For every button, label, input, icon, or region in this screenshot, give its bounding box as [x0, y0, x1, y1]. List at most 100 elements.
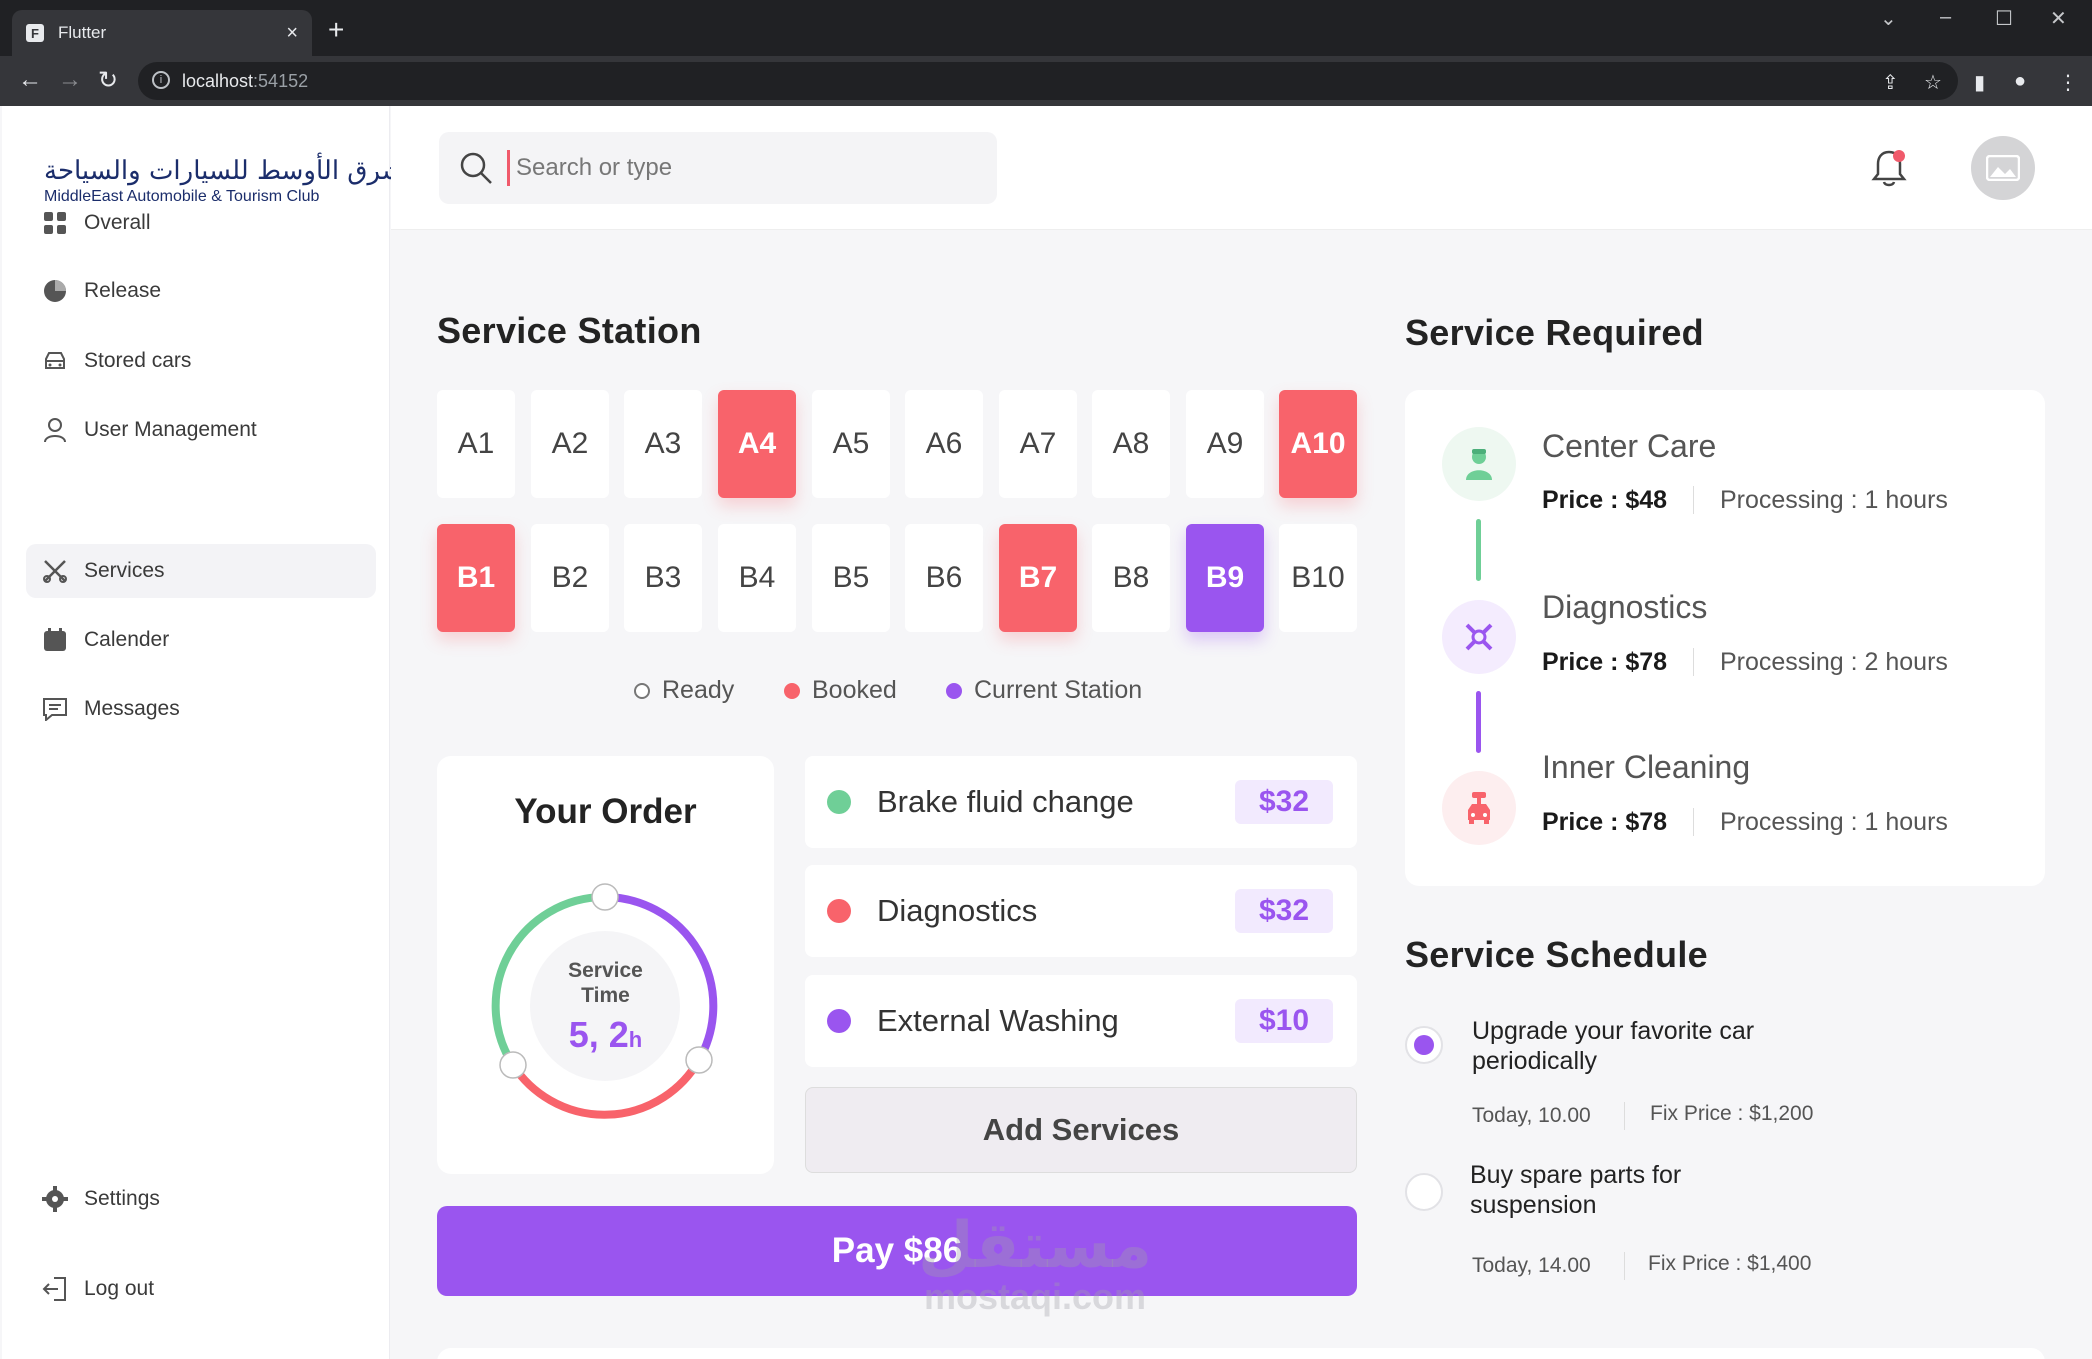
required-item-price: Price : $48: [1542, 486, 1668, 514]
service-time-number: 5, 2: [568, 1014, 629, 1055]
station-a3[interactable]: A3: [624, 390, 702, 498]
search-input[interactable]: [516, 154, 936, 182]
sidebar-item-services[interactable]: Services: [26, 544, 376, 598]
address-bar[interactable]: i localhost:54152: [138, 62, 1958, 100]
order-service-item[interactable]: Brake fluid change $32: [805, 756, 1357, 848]
close-window-icon[interactable]: ✕: [2050, 8, 2067, 30]
bookmark-star-icon[interactable]: ☆: [1924, 72, 1942, 94]
schedule-item-price: Fix Price : $1,400: [1648, 1252, 1812, 1275]
station-b1[interactable]: B1: [437, 524, 515, 632]
station-a9[interactable]: A9: [1186, 390, 1264, 498]
new-tab-icon[interactable]: +: [328, 14, 345, 45]
station-a1[interactable]: A1: [437, 390, 515, 498]
station-a7[interactable]: A7: [999, 390, 1077, 498]
browser-tabstrip: F Flutter × + ⌄ – ☐ ✕: [0, 0, 2092, 56]
order-service-name: External Washing: [877, 1003, 1119, 1038]
search-icon: [460, 152, 492, 184]
station-a10[interactable]: A10: [1279, 390, 1357, 498]
divider: [1693, 648, 1694, 676]
legend-label: Ready: [662, 676, 735, 704]
legend-ready: Ready: [634, 676, 734, 705]
maximize-icon[interactable]: ☐: [1995, 8, 2013, 30]
service-time-ring: [491, 883, 718, 1119]
service-schedule-title: Service Schedule: [1405, 934, 1708, 975]
tab-title: Flutter: [58, 23, 107, 42]
flutter-icon: F: [26, 24, 44, 42]
order-service-name: Brake fluid change: [877, 784, 1134, 819]
station-b5[interactable]: B5: [812, 524, 890, 632]
browser-toolbar: ← → ↻ i localhost:54152 ⇪ ☆ ▮ ● ⋮: [0, 56, 2092, 106]
order-service-item[interactable]: Diagnostics $32: [805, 865, 1357, 957]
timeline-connector: [1476, 519, 1481, 581]
logo-english: MiddleEast Automobile & Tourism Club: [44, 188, 320, 205]
sidebar-item-label: Settings: [84, 1187, 160, 1210]
forward-icon[interactable]: →: [58, 66, 82, 93]
sidebar-item-label: Log out: [84, 1277, 155, 1300]
required-item-processing: Processing : 1 hours: [1720, 486, 1948, 514]
order-service-price: $10: [1235, 999, 1333, 1043]
side-panel-icon[interactable]: ▮: [1974, 72, 1986, 94]
search-box[interactable]: [439, 132, 997, 204]
watermark-latin: mostaqi.com: [924, 1276, 1147, 1317]
schedule-radio[interactable]: [1405, 1173, 1443, 1211]
required-item-price: Price : $78: [1542, 648, 1668, 676]
station-a5[interactable]: A5: [812, 390, 890, 498]
tab-search-icon[interactable]: ⌄: [1880, 8, 1897, 30]
back-icon[interactable]: ←: [18, 66, 42, 93]
watermark-arabic: مستقل: [918, 1209, 1153, 1283]
share-icon[interactable]: ⇪: [1882, 72, 1899, 94]
sidebar-item-messages[interactable]: Messages: [26, 682, 376, 736]
ready-dot-icon: [634, 682, 650, 699]
sidebar-item-calender[interactable]: Calender: [26, 613, 376, 667]
legend-booked: Booked: [784, 676, 897, 705]
browser-tab[interactable]: F Flutter ×: [12, 10, 312, 56]
minimize-icon[interactable]: –: [1940, 6, 1952, 28]
message-icon: [42, 696, 68, 722]
required-item-price: Price : $78: [1542, 808, 1668, 836]
sidebar-item-settings[interactable]: Settings: [26, 1172, 376, 1226]
station-a2[interactable]: A2: [531, 390, 609, 498]
service-time-unit: h: [628, 1027, 643, 1052]
station-a6[interactable]: A6: [905, 390, 983, 498]
menu-icon[interactable]: ⋮: [2058, 72, 2078, 94]
sidebar-item-user-management[interactable]: User Management: [26, 403, 376, 457]
station-a8[interactable]: A8: [1092, 390, 1170, 498]
order-title: Your Order: [514, 792, 697, 831]
station-b3[interactable]: B3: [624, 524, 702, 632]
station-b10[interactable]: B10: [1279, 524, 1357, 632]
station-b6[interactable]: B6: [905, 524, 983, 632]
station-b9[interactable]: B9: [1186, 524, 1264, 632]
order-service-price: $32: [1235, 889, 1333, 933]
reload-icon[interactable]: ↻: [98, 67, 119, 94]
sidebar-item-logout[interactable]: Log out: [26, 1262, 376, 1316]
required-item-processing: Processing : 1 hours: [1720, 808, 1948, 836]
schedule-item-time: Today, 14.00: [1472, 1254, 1591, 1277]
station-b4[interactable]: B4: [718, 524, 796, 632]
tools-icon: [42, 558, 68, 584]
close-tab-icon[interactable]: ×: [286, 21, 298, 44]
pay-button[interactable]: Pay $86: [437, 1206, 1357, 1296]
order-service-item[interactable]: External Washing $10: [805, 975, 1357, 1067]
sidebar-item-label: Calender: [84, 628, 170, 651]
sidebar-item-label: Release: [84, 279, 162, 302]
add-services-button[interactable]: Add Services: [805, 1087, 1357, 1173]
sidebar-item-stored-cars[interactable]: Stored cars: [26, 334, 376, 388]
station-a4[interactable]: A4: [718, 390, 796, 498]
station-b8[interactable]: B8: [1092, 524, 1170, 632]
schedule-item-title: Buy spare parts for suspension: [1470, 1161, 1682, 1219]
avatar[interactable]: [1971, 136, 2035, 200]
service-required-title: Service Required: [1405, 312, 1704, 353]
profile-icon[interactable]: ●: [2014, 70, 2027, 92]
site-info-icon[interactable]: i: [152, 71, 170, 89]
schedule-radio[interactable]: [1405, 1026, 1443, 1064]
sidebar-item-release[interactable]: Release: [26, 264, 376, 318]
notification-bell-icon[interactable]: [1871, 148, 1907, 193]
sidebar: نادي الشرق الأوسط للسيارات والسياحة Midd…: [2, 106, 477, 1359]
sidebar-item-label: Overall: [84, 211, 151, 234]
order-card: Your Order Service Time 5, 2h: [437, 756, 774, 1174]
schedule-item-price: Fix Price : $1,200: [1650, 1102, 1814, 1125]
order-service-price: $32: [1235, 780, 1333, 824]
station-b7[interactable]: B7: [999, 524, 1077, 632]
sidebar-item-overall[interactable]: Overall: [26, 196, 376, 250]
station-b2[interactable]: B2: [531, 524, 609, 632]
